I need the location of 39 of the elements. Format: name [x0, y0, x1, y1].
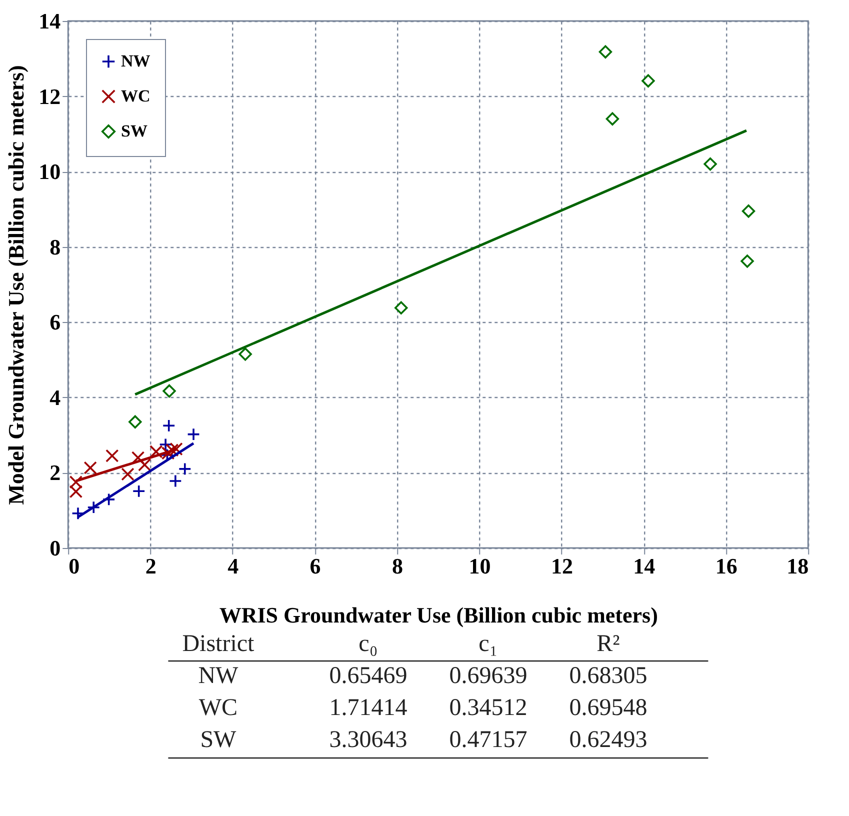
- legend-label: NW: [121, 52, 150, 70]
- text: WC: [198, 695, 238, 721]
- y-tick-label: 6: [50, 310, 61, 335]
- legend-label: SW: [121, 122, 148, 140]
- text: NW: [198, 663, 239, 689]
- x-tick-label: 6: [310, 554, 321, 578]
- y-tick-label: 12: [38, 84, 61, 109]
- legend-label: WC: [121, 86, 150, 106]
- text: R²: [596, 631, 620, 657]
- text: 3.30643: [329, 727, 408, 753]
- y-tick-label: 2: [50, 460, 61, 486]
- y-tick-label: 0: [50, 536, 61, 560]
- y-tick-label: 10: [38, 159, 61, 184]
- text: 0.34512: [449, 695, 528, 721]
- x-tick-label: 8: [392, 554, 404, 578]
- text: 1.71414: [329, 695, 408, 721]
- x-tick-label: 14: [633, 554, 656, 578]
- y-tick-label: 4: [50, 384, 61, 410]
- text: 0.47157: [449, 727, 528, 753]
- x-tick-label: 16: [715, 554, 738, 578]
- text: 0.69639: [449, 663, 528, 689]
- text: 0.62493: [569, 727, 648, 753]
- x-tick-label: 12: [550, 554, 573, 578]
- text: District: [182, 631, 255, 657]
- y-axis-title: Model Groundwater Use (Billion cubic meters): [4, 65, 29, 505]
- text: c₁: [478, 631, 498, 657]
- x-axis-title: WRIS Groundwater Use (Billion cubic meters): [219, 602, 658, 628]
- text: 0.65469: [329, 663, 408, 689]
- text: 0.68305: [569, 663, 648, 689]
- y-tick-label: 14: [38, 8, 61, 34]
- y-tick-label: 8: [50, 234, 61, 260]
- x-tick-label: 10: [468, 554, 491, 578]
- x-tick-label: 0: [68, 554, 80, 578]
- x-tick-label: 2: [145, 554, 156, 578]
- x-tick-label: 18: [786, 554, 809, 578]
- x-tick-label: 4: [228, 554, 239, 578]
- text: c₀: [358, 631, 378, 657]
- text: SW: [200, 727, 237, 753]
- text: 0.69548: [569, 695, 648, 721]
